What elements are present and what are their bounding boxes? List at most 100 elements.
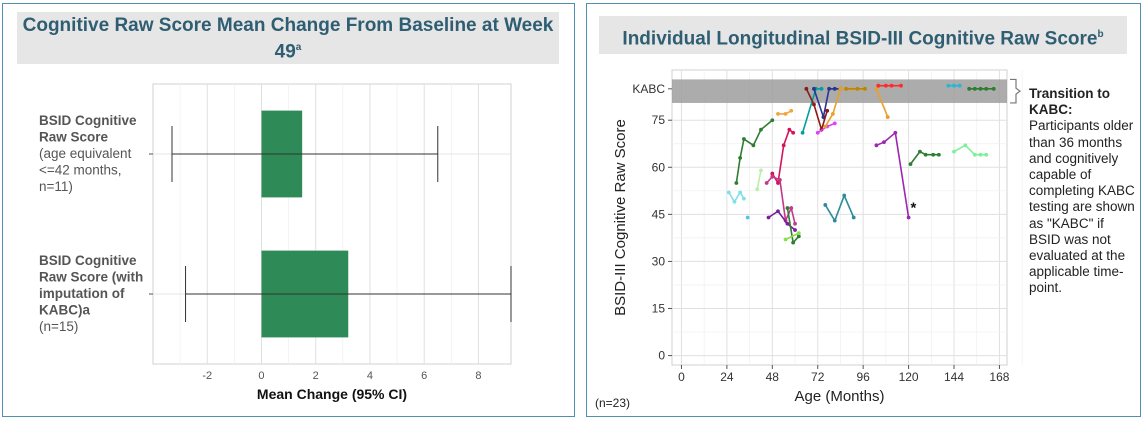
data-point: [936, 152, 941, 157]
data-point: [770, 171, 775, 176]
data-point: [793, 221, 797, 226]
data-point: [946, 83, 951, 88]
x-tick-label: 4: [367, 370, 373, 382]
data-point: [742, 137, 746, 141]
data-point: [742, 196, 746, 201]
data-point: [874, 143, 879, 148]
data-point: [991, 86, 996, 91]
data-point: [776, 209, 780, 214]
data-point: [787, 127, 792, 132]
left-chart-title: Cognitive Raw Score Mean Change From Bas…: [17, 12, 559, 64]
data-point: [789, 206, 794, 210]
category-label: BSID Cognitive: [39, 113, 137, 128]
series-line: [735, 119, 773, 184]
data-point: [885, 115, 890, 119]
data-point: [899, 83, 903, 88]
data-point: [889, 83, 894, 88]
data-point: [876, 83, 881, 88]
x-tick-label: 6: [421, 370, 427, 382]
y-tick-label: 30: [652, 254, 666, 268]
data-point: [793, 228, 797, 232]
data-point: [972, 86, 977, 91]
x-tick-label: 96: [856, 370, 870, 384]
data-point: [972, 152, 977, 157]
plot-area: [671, 69, 1008, 366]
data-point: [783, 237, 788, 242]
data-point: [759, 168, 763, 173]
data-point: [738, 155, 743, 160]
data-point: [755, 187, 760, 192]
x-tick-label: 120: [899, 370, 919, 384]
data-point: [734, 181, 739, 185]
data-point: [923, 152, 928, 157]
data-point: [967, 86, 972, 91]
data-point: [726, 190, 731, 195]
data-point: [984, 152, 989, 157]
y-tick-label: 45: [652, 207, 666, 221]
annotation-asterisk: *: [910, 200, 916, 217]
x-axis-title: Age (Months): [794, 388, 884, 405]
longitudinal-chart: 0 24 48 72 96 120 144 168 0 15 30 45 60 75 KABC * Age (M…: [612, 69, 1023, 405]
data-point: [893, 130, 898, 135]
data-point: [776, 181, 780, 185]
data-point: [764, 181, 769, 185]
mean-change-chart: -2 0 2 4 6 8 BSID Cognitive Raw Score(age equiv…: [39, 83, 512, 402]
right-chart-title: Individual Longitudinal BSID-III Cogniti…: [599, 16, 1127, 54]
series-line: [876, 131, 910, 218]
data-point: [745, 215, 750, 220]
x-tick-label: 168: [989, 370, 1009, 384]
y-tick-label: 60: [652, 160, 666, 174]
category-label: KABC)a: [39, 303, 90, 318]
x-tick-label: 0: [258, 370, 264, 382]
category-label: imputation of: [39, 286, 125, 301]
right-title-text: Individual Longitudinal BSID-III Cogniti…: [622, 28, 1098, 50]
x-tick-label: 48: [766, 370, 780, 384]
data-point: [791, 130, 796, 135]
category-label: (n=15): [39, 319, 78, 334]
kabc-note-body: Participants older than 36 months and co…: [1029, 118, 1135, 296]
data-point: [759, 127, 763, 132]
data-point: [796, 234, 801, 239]
right-panel: Individual Longitudinal BSID-III Cogniti…: [586, 3, 1141, 417]
series-line: [756, 170, 762, 190]
data-point: [882, 140, 886, 145]
data-point: [827, 86, 831, 91]
x-tick-label: -2: [202, 370, 212, 382]
data-point: [751, 143, 756, 148]
category-label: <=42 months,: [39, 163, 122, 178]
sample-size-label: (n=23): [595, 396, 631, 410]
data-point: [812, 102, 816, 107]
data-point: [931, 152, 936, 157]
data-point: [732, 199, 737, 204]
data-point: [978, 152, 983, 157]
data-point: [785, 206, 790, 210]
data-point: [819, 86, 824, 91]
category-label: Raw Score (with: [39, 270, 143, 285]
kabc-note-heading: Transition to KABC:: [1029, 86, 1110, 118]
data-point: [978, 86, 983, 91]
data-point: [832, 121, 837, 126]
data-point: [738, 190, 743, 195]
data-point: [957, 83, 962, 88]
y-tick-label: 75: [652, 113, 666, 127]
data-point: [906, 215, 911, 220]
kabc-transition-note: Transition to KABC: Participants older t…: [1029, 86, 1139, 297]
data-point: [823, 203, 828, 207]
data-point: [844, 86, 849, 91]
data-point: [815, 130, 820, 135]
data-point: [777, 177, 782, 182]
y-axis-title: BSID-III Cognitive Raw Score: [612, 119, 629, 316]
data-point: [812, 86, 816, 91]
data-point: [770, 118, 775, 123]
data-point: [804, 86, 809, 91]
data-point: [830, 112, 835, 116]
category-label: (age equivalent: [39, 146, 132, 161]
left-panel: Cognitive Raw Score Mean Change From Bas…: [2, 3, 575, 417]
y-tick-label: 15: [652, 302, 666, 316]
data-point: [800, 130, 805, 135]
x-tick-label: 2: [313, 370, 319, 382]
series-line: [785, 232, 800, 241]
data-point: [851, 215, 856, 220]
data-point: [918, 149, 922, 154]
kabc-tick-label: KABC: [632, 82, 665, 96]
